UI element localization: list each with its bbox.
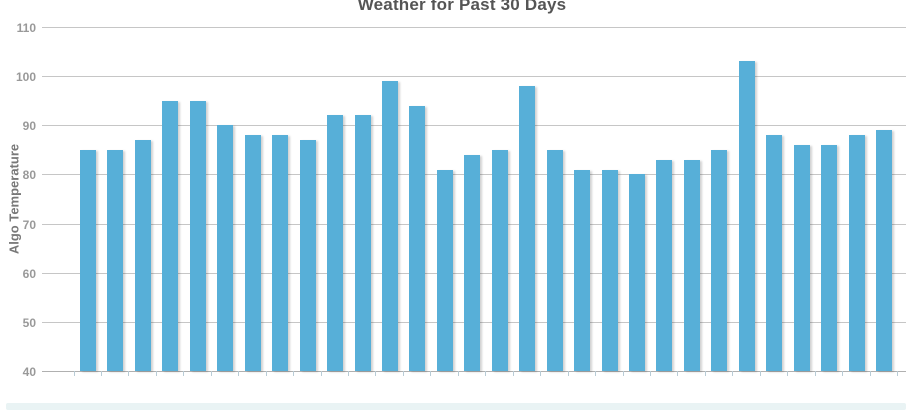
bar-day-2 (107, 149, 124, 371)
bar-day-13 (409, 105, 426, 371)
bar-day-24 (711, 149, 728, 371)
bar-day-28 (821, 144, 838, 371)
x-axis-tick (265, 371, 267, 376)
y-tick-label-50: 50 (22, 315, 36, 330)
x-axis-tick (73, 371, 75, 376)
x-axis-tick (183, 371, 185, 376)
x-axis-tick (512, 371, 514, 376)
x-axis-tick (732, 371, 734, 376)
x-axis-tick (869, 371, 871, 376)
gridline-100 (42, 76, 906, 78)
bar-day-1 (80, 149, 96, 371)
y-tick-label-110: 110 (16, 21, 36, 35)
x-axis-tick (649, 371, 651, 376)
bar-day-10 (327, 115, 344, 371)
bar-day-30 (876, 130, 893, 371)
x-axis-tick (567, 371, 569, 376)
x-axis-tick (897, 371, 898, 376)
chart-title: Weather for Past 30 Days (357, 0, 567, 14)
bar-day-7 (244, 135, 261, 371)
gridline-90 (42, 125, 906, 127)
bar-day-9 (299, 140, 316, 371)
gridline-40 (42, 371, 906, 372)
bar-day-23 (683, 159, 700, 371)
x-axis-tick (704, 371, 706, 376)
x-axis-tick (155, 371, 157, 376)
x-axis-tick (759, 371, 761, 376)
x-axis-tick (210, 371, 212, 376)
bar-day-17 (519, 85, 536, 371)
y-tick-label-70: 70 (22, 217, 36, 232)
bar-day-29 (848, 135, 865, 371)
y-axis-title: Algo Temperature (6, 143, 22, 255)
x-axis-tick (814, 371, 816, 376)
bar-day-5 (189, 100, 206, 371)
bar-day-11 (354, 115, 371, 371)
bar-day-6 (217, 125, 234, 371)
x-axis-tick (595, 371, 597, 376)
y-tick-label-90: 90 (22, 119, 36, 134)
bar-day-14 (436, 169, 453, 371)
bar-day-21 (629, 174, 645, 371)
bar-day-20 (601, 169, 618, 371)
bar-day-26 (766, 135, 783, 371)
x-axis-tick (677, 371, 679, 376)
bar-day-27 (793, 144, 810, 371)
x-axis-tick (293, 371, 295, 376)
bar-day-4 (162, 100, 179, 371)
x-axis-tick (430, 371, 432, 376)
y-tick-label-60: 60 (22, 266, 36, 281)
bar-day-15 (464, 154, 481, 371)
x-axis-tick (100, 371, 102, 376)
bar-day-18 (546, 149, 563, 371)
y-tick-label-40: 40 (22, 365, 36, 379)
bar-day-8 (272, 135, 289, 371)
bar-day-16 (491, 149, 508, 371)
bar-day-25 (738, 61, 755, 371)
y-tick-label-100: 100 (15, 70, 36, 85)
x-axis-tick (540, 371, 542, 376)
bottom-panel-strip (6, 403, 906, 410)
x-axis-tick (320, 371, 322, 376)
x-axis-tick (348, 371, 349, 376)
bar-day-3 (134, 140, 151, 371)
bar-day-22 (656, 159, 673, 371)
x-axis-tick (485, 371, 487, 376)
bar-day-19 (574, 169, 591, 371)
gridline-110 (42, 27, 906, 28)
y-tick-label-80: 80 (22, 168, 36, 183)
x-axis-tick (842, 371, 844, 376)
x-axis-tick (457, 371, 459, 376)
x-axis-tick (128, 371, 130, 376)
plot-area: Algo Temperature 40 50 60 70 80 90 100 110 (7, 22, 906, 378)
bar-day-12 (381, 81, 398, 371)
x-axis-tick (402, 371, 404, 376)
x-axis-tick (622, 371, 624, 376)
x-axis-tick (787, 371, 789, 376)
x-axis-tick (238, 371, 240, 376)
x-axis-tick (375, 371, 377, 376)
